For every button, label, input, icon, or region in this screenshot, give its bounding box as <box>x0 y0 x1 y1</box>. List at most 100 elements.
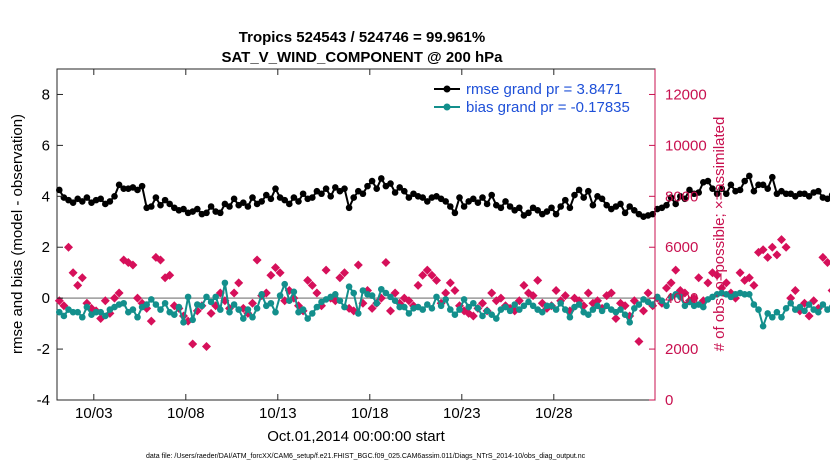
obs-count-point <box>432 275 441 285</box>
obs-count-point <box>418 270 428 280</box>
rmse-point <box>451 209 459 217</box>
rmse-point <box>764 185 771 192</box>
rmse-point <box>727 181 735 189</box>
rmse-point <box>552 210 560 218</box>
rmse-point <box>755 181 762 189</box>
rmse-point <box>299 190 307 198</box>
obs-count-point <box>611 314 621 324</box>
bias-point <box>621 311 629 319</box>
rmse-point <box>667 194 675 201</box>
bias-point <box>437 302 445 310</box>
rmse-point <box>111 193 118 200</box>
bias-point <box>782 305 790 312</box>
y-right-tick-label: 10000 <box>665 137 707 154</box>
obs-count-point <box>767 242 777 252</box>
rmse-point <box>589 201 597 209</box>
bias-point <box>663 302 670 310</box>
rmse-point <box>709 185 716 192</box>
rmse-point <box>69 199 77 206</box>
bias-point <box>253 305 261 312</box>
x-tick-label: 10/03 <box>75 405 113 422</box>
obs-count-point <box>312 288 322 298</box>
y-left-tick-label: -2 <box>37 341 50 358</box>
bias-point <box>552 306 560 313</box>
obs-count-point <box>583 288 593 298</box>
bias-point <box>83 303 91 311</box>
bias-point <box>460 296 468 303</box>
rmse-point <box>562 196 569 204</box>
x-tick-label: 10/23 <box>443 405 481 422</box>
bias-point <box>575 301 583 308</box>
rmse-point <box>350 194 358 201</box>
bias-point <box>129 306 137 313</box>
rmse-point <box>364 182 371 190</box>
y-left-tick-label: 2 <box>42 239 50 256</box>
rmse-point <box>148 203 155 210</box>
y-right-tick-label: 12000 <box>665 86 707 103</box>
rmse-point <box>97 195 104 203</box>
rmse-point <box>686 186 693 194</box>
rmse-point <box>157 201 164 209</box>
rmse-point <box>152 194 160 201</box>
obs-count-point <box>519 280 529 290</box>
obs-count-point <box>694 273 704 283</box>
bias-point <box>511 301 518 308</box>
legend: rmse grand pr = 3.8471 bias grand pr = -… <box>434 81 630 116</box>
obs-count-point <box>804 311 814 321</box>
bias-point <box>635 301 643 308</box>
obs-count-point <box>367 303 377 313</box>
obs-count-point <box>786 293 796 303</box>
obs-count-point <box>749 280 759 290</box>
bias-point <box>631 305 638 312</box>
bias-point <box>69 308 77 316</box>
bias-point <box>428 305 436 312</box>
rmse-point <box>736 186 744 194</box>
x-tick-label: 10/08 <box>167 405 205 422</box>
obs-count-point <box>671 265 681 275</box>
rmse-point <box>138 182 146 190</box>
bias-point <box>148 296 155 303</box>
rmse-point <box>359 190 367 198</box>
obs-count-point <box>666 278 676 288</box>
rmse-point <box>603 201 610 209</box>
rmse-point <box>488 191 496 199</box>
legend-bias-marker <box>443 103 451 111</box>
data-file-note: data file: /Users/raeder/DAI/ATM_forcXX/… <box>146 453 586 460</box>
rmse-point <box>115 181 123 189</box>
obs-count-point <box>735 268 745 278</box>
obs-count-point <box>533 275 543 285</box>
rmse-point <box>447 203 454 210</box>
obs-count-point <box>404 296 414 306</box>
bias-point <box>566 313 574 321</box>
rmse-point <box>194 205 201 213</box>
rmse-point <box>741 177 748 185</box>
obs-count-point <box>478 298 487 308</box>
obs-count-point <box>721 278 731 288</box>
rmse-point <box>718 185 725 192</box>
rmse-point <box>704 177 712 185</box>
rmse-point <box>322 185 330 192</box>
x-axis-label: Oct.01,2014 00:00:00 start <box>267 428 445 445</box>
bias-point <box>759 322 767 330</box>
obs-count-point <box>662 283 671 293</box>
y-right-tick-label: 6000 <box>665 239 698 256</box>
y-right-tick-label: 2000 <box>665 341 698 358</box>
obs-count-point <box>321 265 331 275</box>
bias-point <box>102 312 109 320</box>
rmse-point <box>345 204 353 212</box>
bias-point <box>529 302 537 310</box>
bias-point <box>649 301 656 308</box>
rmse-point <box>557 203 564 210</box>
bias-point <box>175 303 183 311</box>
obs-count-point <box>307 280 317 290</box>
rmse-point <box>217 209 224 217</box>
rmse-point <box>290 194 298 201</box>
bias-point <box>796 303 804 311</box>
rmse-point <box>617 200 624 208</box>
bias-point <box>391 297 399 305</box>
bias-point <box>240 315 247 322</box>
rmse-point <box>134 186 141 194</box>
rmse-point <box>631 207 638 214</box>
bias-point <box>805 301 813 308</box>
obs-count-point <box>386 306 395 316</box>
